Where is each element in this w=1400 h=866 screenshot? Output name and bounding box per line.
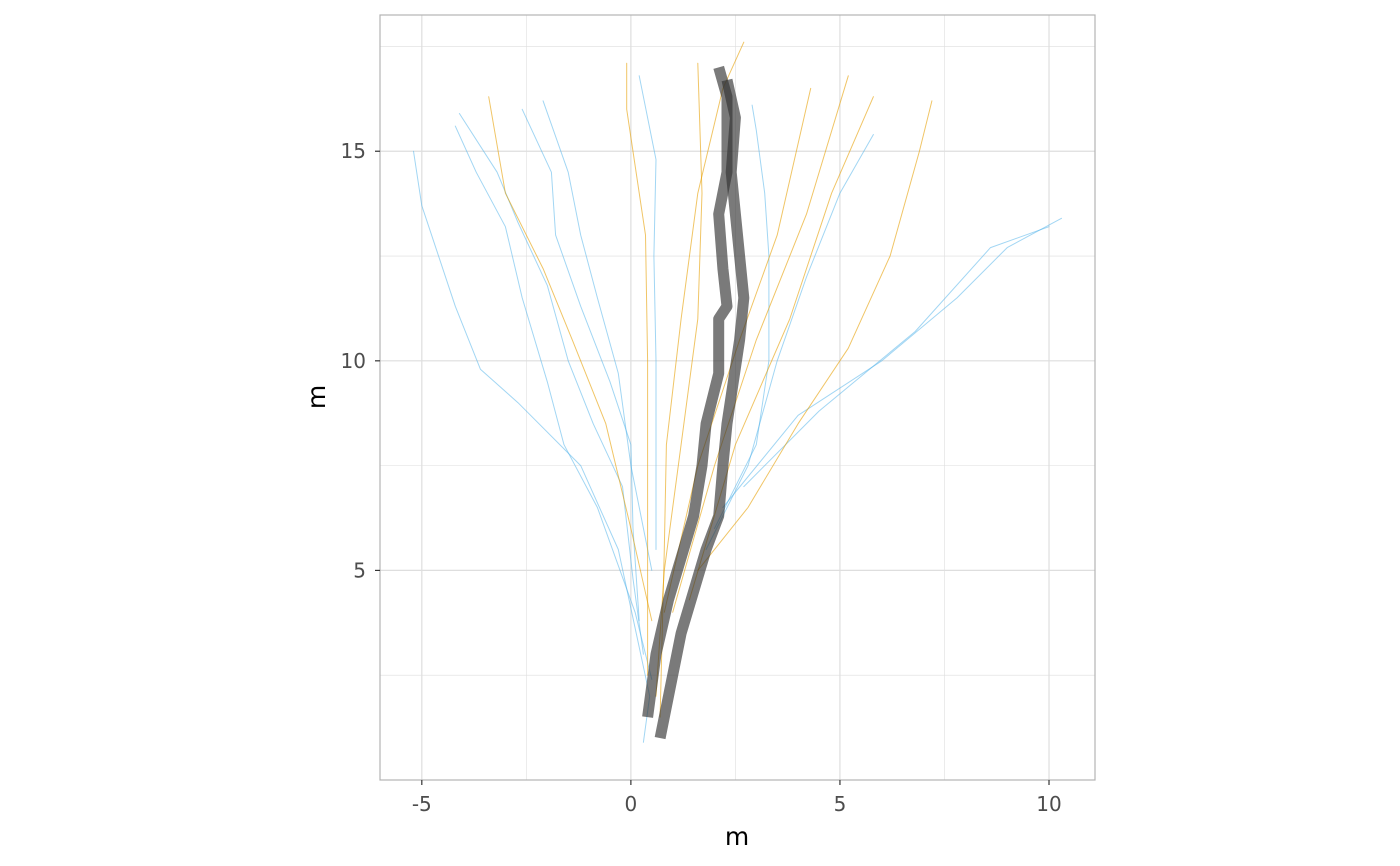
blue-trajectory-line xyxy=(458,113,644,655)
y-tick-label: 15 xyxy=(341,139,366,163)
x-tick-label: 0 xyxy=(625,792,638,816)
x-axis-title: m xyxy=(725,822,749,851)
panel-border xyxy=(379,14,1096,781)
mean-trajectory-line xyxy=(654,78,750,740)
orange-trajectory-line xyxy=(488,96,653,622)
blue-trajectory-line xyxy=(743,226,1050,488)
orange-trajectory-line xyxy=(672,75,849,613)
y-axis: 5 10 15 xyxy=(341,139,380,582)
blue-trajectory-line xyxy=(722,217,1062,508)
blue-trajectory-line xyxy=(454,125,653,680)
y-axis-title: m xyxy=(302,385,331,409)
y-tick-label: 5 xyxy=(353,558,366,582)
blue-trajectory-line xyxy=(705,134,874,550)
orange-trajectory-line xyxy=(697,100,933,571)
y-tick-label: 10 xyxy=(341,349,366,373)
x-tick-label: 5 xyxy=(834,792,847,816)
blue-trajectory-line xyxy=(714,104,770,529)
series-layer xyxy=(413,41,1062,743)
mean-trajectory-line xyxy=(642,65,733,718)
blue-trajectory-line xyxy=(638,75,657,550)
orange-trajectory-line xyxy=(626,62,649,676)
blue-trajectory-line xyxy=(542,100,653,571)
x-axis: -5 0 5 10 xyxy=(412,780,1062,816)
x-tick-label: -5 xyxy=(412,792,432,816)
blue-trajectory-line xyxy=(413,150,651,743)
x-tick-label: 10 xyxy=(1036,792,1061,816)
blue-trajectory-line xyxy=(521,108,640,622)
